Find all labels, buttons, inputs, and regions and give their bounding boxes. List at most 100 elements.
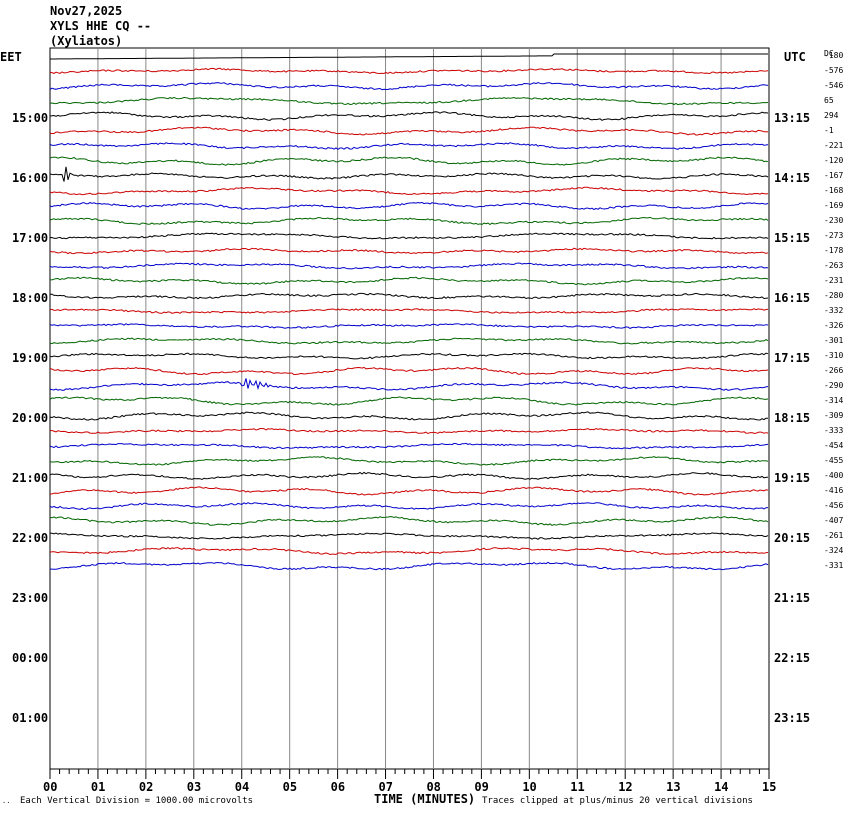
dc-offset-label: -326 <box>824 321 844 330</box>
trace-line <box>49 216 769 226</box>
right-axis-title: UTC <box>784 50 806 64</box>
dc-offset-label: -314 <box>824 396 844 405</box>
trace-line <box>49 186 769 196</box>
left-time-label: 17:00 <box>12 231 49 245</box>
trace-line <box>49 67 769 75</box>
x-tick-label: 02 <box>138 780 154 794</box>
dc-offset-label: -332 <box>824 306 844 315</box>
x-tick-label: 01 <box>90 780 106 794</box>
dc-offset-label: -168 <box>824 186 844 195</box>
right-time-label: 20:15 <box>774 531 811 545</box>
trace-line <box>49 323 769 329</box>
dc-offset-label: -546 <box>824 81 844 90</box>
trace-line <box>49 502 769 511</box>
trace-line <box>49 337 769 345</box>
trace-line <box>49 442 769 450</box>
right-time-label: 15:15 <box>774 231 811 245</box>
dc-offset-label: -309 <box>824 411 844 420</box>
dc-offset-label: -333 <box>824 426 844 435</box>
x-tick-label: 05 <box>282 780 298 794</box>
x-tick-label: 15 <box>762 780 777 794</box>
trace-line <box>49 456 769 466</box>
right-time-label: 21:15 <box>774 591 811 605</box>
dc-offset-label: -231 <box>824 276 844 285</box>
left-time-label: 16:00 <box>12 171 49 185</box>
dc-offset-label: -180 <box>824 51 844 60</box>
x-tick-label: 13 <box>666 780 681 794</box>
right-time-label: 16:15 <box>774 291 811 305</box>
trace-line <box>49 166 769 182</box>
dc-offset-label: -261 <box>824 531 844 540</box>
left-time-label: 22:00 <box>12 531 49 545</box>
trace-line <box>49 308 769 314</box>
x-tick-label: 12 <box>618 780 633 794</box>
corner-mark: .. <box>2 797 11 805</box>
dc-offset-label: -273 <box>824 231 844 240</box>
right-time-label: 23:15 <box>774 711 811 725</box>
left-time-label: 18:00 <box>12 291 49 305</box>
x-tick-label: 09 <box>474 780 489 794</box>
x-tick-label: 14 <box>714 780 729 794</box>
x-tick-label: 06 <box>330 780 346 794</box>
chart-grid <box>49 47 770 779</box>
dc-offset-label: -310 <box>824 351 844 360</box>
dc-offset-label: 65 <box>824 96 834 105</box>
dc-offset-label: -331 <box>824 561 844 570</box>
right-time-label: 13:15 <box>774 111 811 125</box>
dc-offset-label: -407 <box>824 516 844 525</box>
left-axis-title: EET <box>0 50 22 64</box>
dc-offset-label: -455 <box>824 456 844 465</box>
right-time-label: 18:15 <box>774 411 811 425</box>
left-time-label: 23:00 <box>12 591 49 605</box>
trace-line <box>49 142 769 151</box>
dc-offset-label: -456 <box>824 501 844 510</box>
dc-offset-label: -290 <box>824 381 844 390</box>
trace-line <box>49 126 769 136</box>
x-tick-label: 11 <box>570 780 585 794</box>
dc-offset-label: -280 <box>824 291 844 300</box>
clip-note: Traces clipped at plus/minus 20 vertical… <box>482 796 753 806</box>
dc-offset-label: -167 <box>824 171 844 180</box>
right-time-label: 22:15 <box>774 651 811 665</box>
x-tick-label: 04 <box>234 780 250 794</box>
left-time-label: 19:00 <box>12 351 49 365</box>
trace-line <box>49 396 769 406</box>
left-time-label: 01:00 <box>12 711 49 725</box>
x-tick-label: 07 <box>378 780 393 794</box>
dc-offset-label: -1 <box>824 126 834 135</box>
trace-line <box>49 516 769 526</box>
trace-line <box>49 201 769 211</box>
dc-offset-label: -120 <box>824 156 844 165</box>
trace-line <box>49 532 769 540</box>
left-time-label: 21:00 <box>12 471 49 485</box>
dc-offset-label: -221 <box>824 141 844 150</box>
trace-line <box>49 111 769 121</box>
dc-offset-label: -263 <box>824 261 844 270</box>
trace-line <box>49 232 769 240</box>
trace-line <box>49 427 769 435</box>
trace-line <box>50 53 768 60</box>
trace-line <box>49 486 769 496</box>
trace-line <box>49 247 769 255</box>
dc-offset-label: -230 <box>824 216 844 225</box>
x-tick-label: 08 <box>426 780 441 794</box>
right-time-label: 19:15 <box>774 471 811 485</box>
trace-line <box>49 292 769 300</box>
right-time-label: 14:15 <box>774 171 811 185</box>
scale-note: Each Vertical Division = 1000.00 microvo… <box>20 796 253 806</box>
station-site: (Xyliatos) <box>50 34 123 48</box>
left-time-label: 15:00 <box>12 111 49 125</box>
right-time-label: 17:15 <box>774 351 811 365</box>
x-tick-label: 03 <box>186 780 202 794</box>
station-code: XYLS HHE CQ -- <box>50 19 152 33</box>
dc-offset-label: -266 <box>824 366 844 375</box>
plot-frame <box>49 47 770 770</box>
dc-offset-label: -400 <box>824 471 844 480</box>
x-tick-label: 00 <box>43 780 58 794</box>
dc-offset-label: -178 <box>824 246 844 255</box>
trace-line <box>49 96 769 106</box>
trace-line <box>49 352 769 360</box>
trace-line <box>49 547 769 556</box>
trace-line <box>49 156 769 166</box>
x-tick-label: 10 <box>522 780 537 794</box>
